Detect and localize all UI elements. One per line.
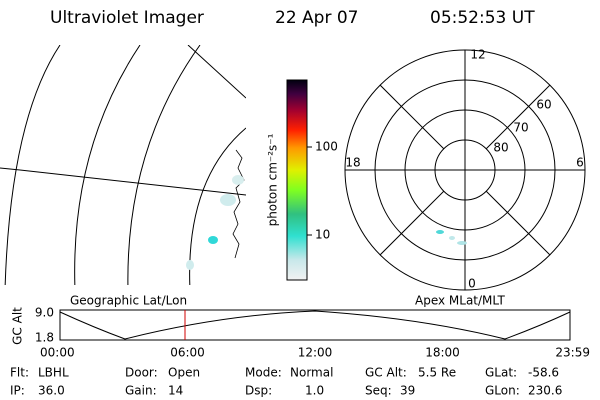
- field-value: 230.6: [528, 384, 562, 398]
- lat-line: [4, 45, 61, 285]
- field-label: Door:: [125, 366, 158, 380]
- time: 05:52:53 UT: [430, 8, 535, 28]
- emission: [457, 241, 467, 245]
- clock-label: 6: [576, 156, 584, 170]
- title: Ultraviolet Imager: [50, 8, 204, 28]
- colorbar-label: photon cm⁻²s⁻¹: [266, 133, 280, 226]
- colorbar-tick-label: 10: [315, 228, 330, 242]
- field-value: 36.0: [38, 384, 65, 398]
- timeline-y-label: 1.8: [35, 331, 54, 345]
- time-label: 18:00: [425, 346, 460, 360]
- coastline: [232, 149, 245, 259]
- axis: [485, 190, 551, 256]
- lat-line: [74, 45, 141, 285]
- field-label: Dsp:: [245, 384, 272, 398]
- colorbar: [286, 79, 308, 281]
- field-label: GLat:: [485, 366, 517, 380]
- emission: [220, 194, 236, 206]
- field-label: Flt:: [10, 366, 29, 380]
- field-label: Gain:: [125, 384, 157, 398]
- lat-line: [127, 45, 201, 285]
- altitude-curve: [59, 310, 571, 340]
- lon-line: [187, 45, 246, 99]
- clock-label: 12: [470, 48, 485, 62]
- map: [0, 45, 246, 285]
- emission: [232, 175, 244, 185]
- clock-label: 0: [468, 277, 476, 291]
- time-label: 00:00: [40, 346, 75, 360]
- polar-plot: [344, 49, 586, 291]
- timeline-y-label: 9.0: [35, 306, 54, 320]
- emission: [436, 230, 444, 234]
- ring-label: 60: [536, 98, 551, 112]
- time-label: 12:00: [298, 346, 333, 360]
- timeline-axis-label: GC Alt: [11, 307, 25, 345]
- time-label: 06:00: [170, 346, 205, 360]
- field-value: 5.5 Re: [418, 366, 456, 380]
- emission: [208, 236, 218, 244]
- emission: [449, 236, 455, 240]
- field-label: GC Alt:: [365, 366, 407, 380]
- clock-label: 18: [345, 156, 360, 170]
- ring-label: 80: [493, 141, 508, 155]
- emission: [186, 260, 194, 270]
- axis: [379, 84, 445, 150]
- field-value: Normal: [290, 366, 333, 380]
- field-label: Mode:: [245, 366, 282, 380]
- ring-label: 70: [513, 121, 528, 135]
- timeline-title: Geographic Lat/Lon: [70, 294, 187, 308]
- field-value: Open: [168, 366, 200, 380]
- axis: [485, 84, 551, 150]
- field-value: LBHL: [38, 366, 69, 380]
- field-value: 14: [168, 384, 183, 398]
- lon-line: [19, 169, 246, 196]
- field-label: IP:: [10, 384, 25, 398]
- field-value: 39: [400, 384, 415, 398]
- field-label: Seq:: [365, 384, 392, 398]
- colorbar-tick-label: 100: [315, 140, 338, 154]
- date: 22 Apr 07: [275, 8, 358, 28]
- timeline-title: Apex MLat/MLT: [415, 294, 505, 308]
- field-value: -58.6: [528, 366, 559, 380]
- lon-line: [0, 167, 21, 171]
- axis: [379, 190, 445, 256]
- field-label: GLon:: [485, 384, 520, 398]
- timeline-frame: [59, 309, 571, 341]
- field-value: 1.0: [305, 384, 324, 398]
- time-label: 23:59: [555, 346, 590, 360]
